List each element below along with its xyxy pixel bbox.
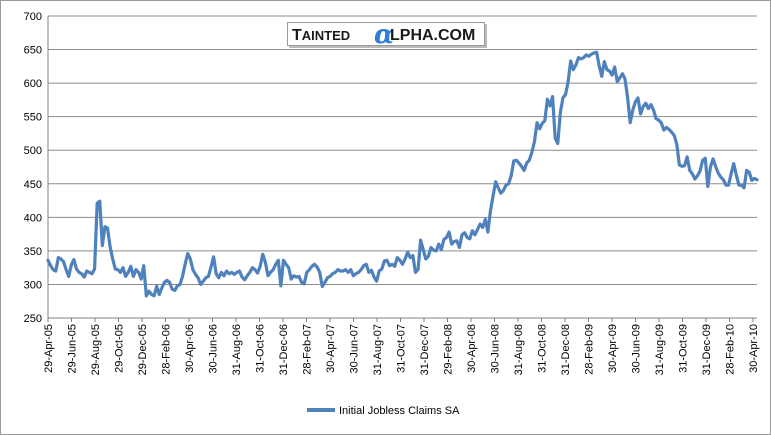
y-tick-label: 250 [24,313,42,325]
x-tick-label: 30-Jun-06 [208,324,220,374]
x-tick-label: 30-Apr-06 [184,324,196,373]
x-tick-label: 31-Oct-06 [255,324,267,373]
x-tick-label: 28-Feb-06 [161,324,173,375]
y-tick-label: 450 [24,179,42,191]
x-tick-label: 29-Jun-05 [67,324,79,374]
x-axis: 29-Apr-05 29-Jun-05 29-Aug-05 29-Oct-05 29-D… [43,317,760,375]
x-tick-label: 30-Jun-07 [349,324,361,374]
x-tick-label: 31-Dec-07 [419,324,431,375]
x-tick-label: 31-Oct-09 [678,324,690,373]
x-tick-label: 31-Aug-06 [231,324,243,375]
y-tick-label: 500 [24,145,42,157]
x-tick-label: 28-Feb-10 [725,324,737,375]
watermark-logo: TAINTED α LPHA.COM [287,22,485,46]
x-tick-label: 31-Aug-08 [513,324,525,375]
y-tick-label: 300 [24,279,42,291]
legend: Initial Jobless Claims SA [307,405,460,417]
y-tick-label: 350 [24,246,42,258]
x-tick-label: 31-Oct-08 [537,324,549,373]
series-line-initial-jobless-claims [46,50,759,298]
x-tick-label: 31-Dec-08 [560,324,572,375]
x-tick-label: 29-Aug-05 [90,324,102,375]
x-tick-label: 30-Apr-09 [607,324,619,373]
x-tick-label: 31-Aug-07 [372,324,384,375]
y-tick-label: 600 [24,78,42,90]
watermark-right: LPHA.COM [390,27,475,44]
x-tick-label: 30-Jun-08 [490,324,502,374]
y-tick-label: 700 [24,11,42,23]
plot-area [46,50,759,298]
gridlines [48,15,757,319]
x-tick-label: 30-Apr-10 [748,324,760,373]
x-tick-label: 29-Dec-05 [137,324,149,375]
x-tick-label: 30-Apr-08 [466,324,478,373]
x-tick-label: 29-Apr-05 [43,324,55,373]
x-tick-label: 31-Dec-06 [278,324,290,375]
watermark-left: TAINTED [292,27,350,44]
x-tick-label: 28-Feb-07 [302,324,314,375]
x-tick-label: 30-Jun-09 [631,324,643,374]
x-tick-label: 29-Oct-05 [114,324,126,373]
y-tick-label: 650 [24,45,42,57]
x-tick-label: 31-Oct-07 [396,324,408,373]
x-tick-label: 29-Feb-08 [443,324,455,375]
x-tick-label: 31-Dec-09 [701,324,713,375]
legend-label: Initial Jobless Claims SA [339,405,460,417]
y-axis: 250 300 350 400 450 500 550 600 650 700 [24,11,49,325]
x-tick-label: 31-Aug-09 [654,324,666,375]
x-tick-label: 30-Apr-07 [325,324,337,373]
y-tick-label: 550 [24,112,42,124]
y-tick-label: 400 [24,212,42,224]
x-tick-label: 28-Feb-09 [584,324,596,375]
watermark-alpha: α [374,23,394,45]
